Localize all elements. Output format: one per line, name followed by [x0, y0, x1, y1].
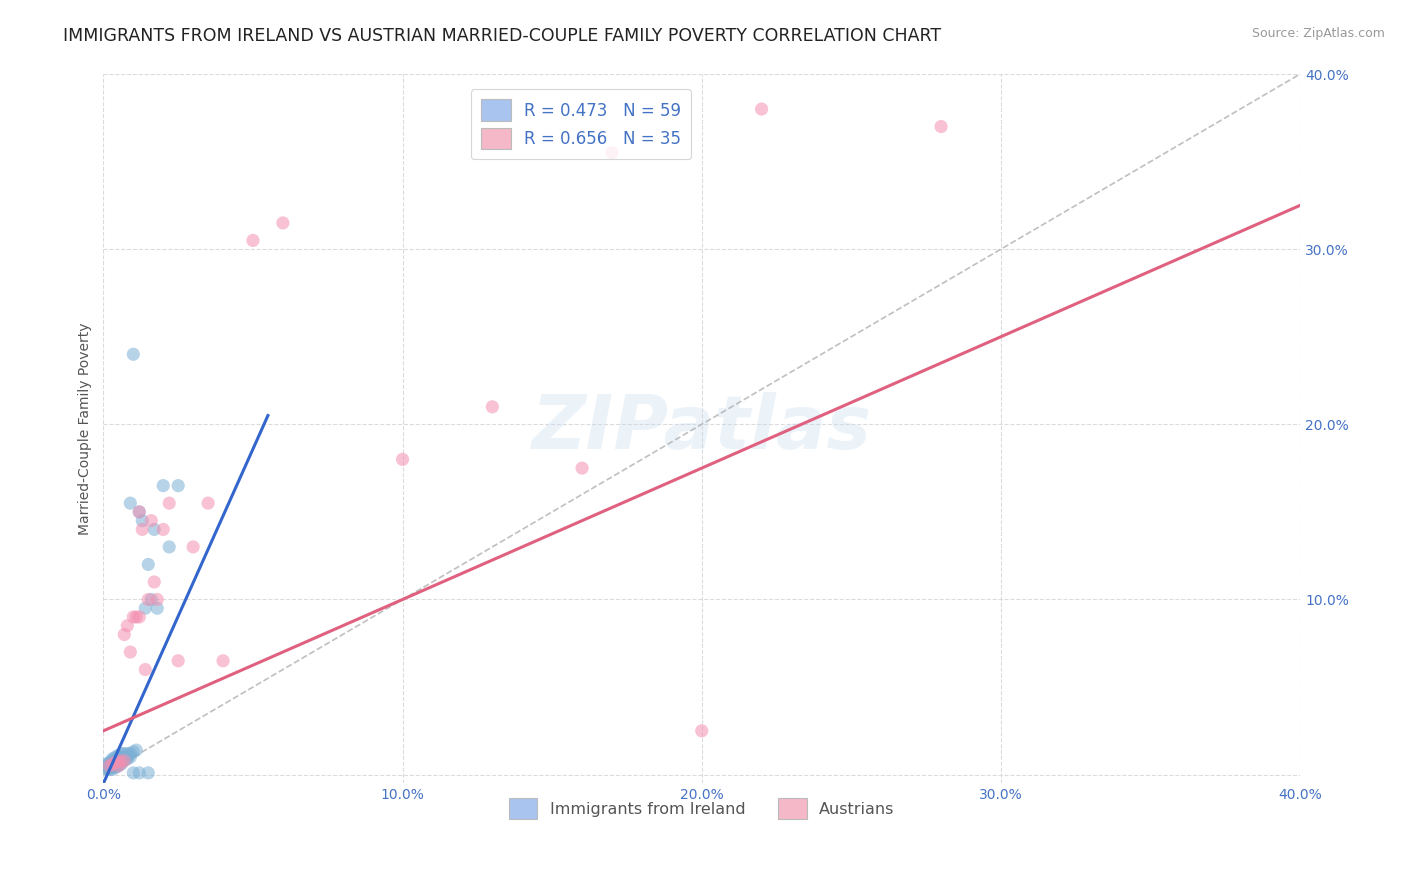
Point — [98, 759, 121, 773]
Point — [122, 347, 145, 361]
Point — [96, 763, 118, 777]
Y-axis label: Married-Couple Family Poverty: Married-Couple Family Poverty — [79, 322, 93, 535]
Point — [112, 750, 135, 764]
Point — [96, 761, 118, 775]
Point — [104, 761, 127, 775]
Point — [122, 745, 145, 759]
Point — [104, 754, 127, 768]
Point — [110, 747, 132, 761]
Point — [167, 478, 190, 492]
Point — [128, 505, 150, 519]
Point — [120, 750, 142, 764]
Point — [197, 496, 219, 510]
Point — [110, 756, 132, 770]
Point — [212, 654, 235, 668]
Point — [98, 763, 121, 777]
Point — [107, 756, 129, 770]
Point — [110, 750, 132, 764]
Point — [96, 757, 118, 772]
Point — [131, 523, 153, 537]
Point — [98, 756, 121, 770]
Text: IMMIGRANTS FROM IRELAND VS AUSTRIAN MARRIED-COUPLE FAMILY POVERTY CORRELATION CH: IMMIGRANTS FROM IRELAND VS AUSTRIAN MARR… — [63, 27, 942, 45]
Point — [122, 610, 145, 624]
Point — [134, 601, 156, 615]
Point — [125, 610, 148, 624]
Point — [141, 514, 163, 528]
Legend: Immigrants from Ireland, Austrians: Immigrants from Ireland, Austrians — [502, 792, 901, 825]
Point — [391, 452, 413, 467]
Point — [112, 747, 135, 761]
Point — [117, 619, 139, 633]
Point — [117, 747, 139, 761]
Point — [481, 400, 503, 414]
Point — [571, 461, 593, 475]
Point — [141, 592, 163, 607]
Point — [112, 627, 135, 641]
Point — [107, 754, 129, 768]
Point — [104, 756, 127, 770]
Point — [146, 601, 169, 615]
Point — [101, 763, 124, 777]
Point — [751, 102, 773, 116]
Point — [107, 757, 129, 772]
Point — [136, 558, 159, 572]
Point — [107, 759, 129, 773]
Point — [101, 756, 124, 770]
Point — [112, 754, 135, 768]
Point — [134, 663, 156, 677]
Point — [107, 748, 129, 763]
Point — [146, 592, 169, 607]
Text: Source: ZipAtlas.com: Source: ZipAtlas.com — [1251, 27, 1385, 40]
Point — [101, 754, 124, 768]
Point — [104, 757, 127, 772]
Point — [112, 752, 135, 766]
Point — [98, 757, 121, 772]
Point — [128, 610, 150, 624]
Point — [128, 505, 150, 519]
Point — [600, 145, 623, 160]
Point — [117, 750, 139, 764]
Point — [136, 765, 159, 780]
Point — [242, 234, 264, 248]
Point — [101, 761, 124, 775]
Point — [690, 723, 713, 738]
Point — [128, 765, 150, 780]
Point — [104, 759, 127, 773]
Point — [98, 759, 121, 773]
Point — [101, 752, 124, 766]
Point — [143, 523, 166, 537]
Point — [107, 754, 129, 768]
Point — [110, 757, 132, 772]
Point — [125, 743, 148, 757]
Point — [98, 761, 121, 775]
Point — [181, 540, 204, 554]
Point — [107, 750, 129, 764]
Point — [104, 756, 127, 770]
Point — [157, 540, 180, 554]
Point — [157, 496, 180, 510]
Point — [120, 645, 142, 659]
Point — [110, 752, 132, 766]
Point — [131, 514, 153, 528]
Point — [122, 765, 145, 780]
Point — [101, 759, 124, 773]
Point — [112, 754, 135, 768]
Point — [152, 478, 174, 492]
Text: ZIPatlas: ZIPatlas — [531, 392, 872, 466]
Point — [107, 759, 129, 773]
Point — [167, 654, 190, 668]
Point — [110, 756, 132, 770]
Point — [136, 592, 159, 607]
Point — [117, 752, 139, 766]
Point — [120, 747, 142, 761]
Point — [929, 120, 952, 134]
Point — [101, 757, 124, 772]
Point — [104, 750, 127, 764]
Point — [143, 574, 166, 589]
Point — [96, 759, 118, 773]
Point — [271, 216, 294, 230]
Point — [101, 757, 124, 772]
Point — [120, 496, 142, 510]
Point — [152, 523, 174, 537]
